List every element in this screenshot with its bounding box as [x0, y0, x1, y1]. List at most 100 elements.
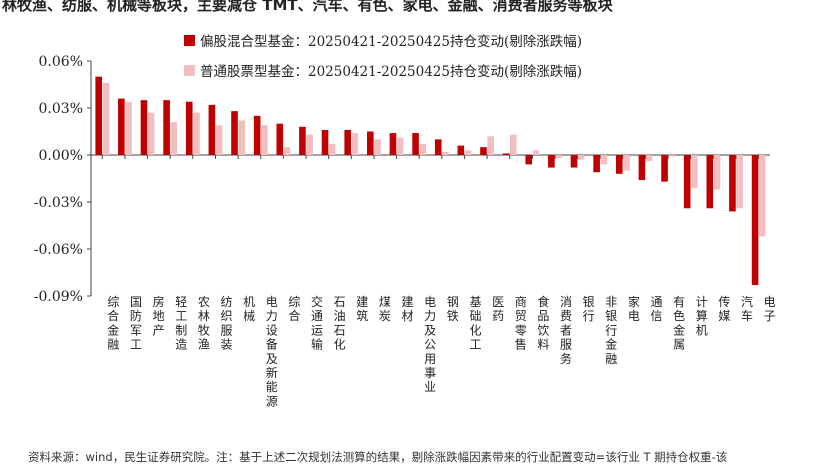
labels-layer: 0.06% 0.03% 0.00% -0.03% -0.06% -0.09% 综合金融国防军…	[34, 54, 776, 408]
bar-series2	[532, 150, 540, 155]
x-category-label: 交通运输	[311, 294, 323, 352]
bar-series1	[344, 129, 351, 155]
bar-series2	[577, 155, 585, 160]
x-category-label: 医药	[492, 295, 504, 323]
legend-swatch-2	[184, 65, 195, 76]
x-category-label: 综合	[288, 295, 300, 323]
bar-series2	[464, 150, 472, 155]
bar-series2	[283, 147, 291, 155]
x-category-label: 汽车	[741, 294, 753, 323]
bar-series1	[140, 100, 148, 155]
bar-series1	[661, 155, 668, 182]
x-category-label: 石油石化	[334, 295, 346, 352]
bar-series1	[95, 76, 103, 155]
bar-series1	[276, 123, 284, 155]
x-category-label: 银行	[583, 295, 595, 323]
bar-series1	[299, 126, 306, 155]
bar-series1	[185, 101, 193, 155]
bar-series2	[306, 134, 313, 155]
bar-series1	[253, 115, 261, 155]
bar-series1	[118, 98, 125, 155]
bar-series1	[502, 153, 510, 155]
bar-series2	[758, 155, 766, 237]
x-category-label: 食品饮料	[537, 294, 549, 352]
bar-series1	[231, 111, 238, 155]
bar-series2	[147, 112, 155, 155]
x-category-label: 机械	[243, 295, 255, 323]
bar-series2	[487, 136, 494, 155]
y-tick-label: -0.09%	[34, 289, 83, 305]
x-category-label: 建材	[402, 295, 414, 323]
x-category-label: 非银行金融	[605, 295, 617, 366]
x-category-label: 建筑	[356, 295, 368, 323]
y-tick-label: -0.06%	[34, 242, 83, 258]
y-tick-label: 0.00%	[39, 148, 83, 164]
bar-chart: 0.06% 0.03% 0.00% -0.03% -0.06% -0.09% 综合金融国防军…	[34, 33, 776, 408]
x-category-label: 有色金属	[673, 295, 685, 352]
bar-series1	[751, 155, 759, 286]
x-category-label: 纺织服装	[220, 295, 232, 352]
bar-series2	[351, 133, 359, 155]
x-category-label: 钢铁	[447, 295, 459, 323]
x-category-label: 房地产	[153, 294, 165, 337]
legend-label-1: 偏股混合型基金：20250421-20250425持仓变动(剔除涨跌幅)	[200, 33, 582, 50]
bar-series2	[713, 155, 721, 190]
chart-title: 林牧渔、纺服、机械等板块，主要减仓 TMT、汽车、有色、家电、金融、消费者服务等…	[2, 0, 613, 14]
bar-series2	[374, 139, 381, 155]
bar-series1	[389, 133, 397, 155]
bar-series2	[645, 155, 653, 162]
bar-series1	[208, 104, 216, 155]
bars-layer	[95, 76, 766, 286]
bar-series2	[419, 144, 427, 155]
bar-series1	[570, 155, 578, 168]
bar-series1	[412, 133, 419, 155]
x-category-label: 轻工制造	[175, 295, 187, 352]
bar-series2	[215, 125, 223, 155]
bar-series2	[102, 82, 110, 155]
x-category-label: 电力及公用事业	[424, 295, 436, 394]
x-category-label: 电子	[764, 295, 776, 323]
legend: 偏股混合型基金：20250421-20250425持仓变动(剔除涨跌幅) 普通股票…	[184, 33, 582, 80]
x-category-label: 综合金融	[107, 295, 119, 352]
bar-series1	[457, 145, 465, 155]
bar-series2	[736, 155, 743, 209]
x-category-label: 电力设备及新能源	[266, 295, 278, 408]
x-category-label: 商贸零售	[515, 294, 527, 352]
bar-series2	[193, 112, 200, 155]
y-tick-label: -0.03%	[34, 195, 83, 211]
bar-series1	[638, 155, 646, 181]
bar-series2	[510, 134, 517, 155]
x-category-label: 基础化工	[469, 295, 481, 352]
bar-series1	[434, 139, 442, 155]
bar-series2	[600, 155, 608, 165]
bar-series2	[238, 120, 246, 155]
bar-series2	[442, 151, 449, 155]
x-category-label: 农林牧渔	[198, 295, 210, 352]
bar-series2	[261, 125, 268, 155]
y-tick-label: 0.06%	[39, 54, 83, 70]
bar-series1	[525, 155, 533, 165]
bar-series1	[367, 131, 374, 155]
bar-series1	[593, 155, 600, 173]
legend-label-2: 普通股票型基金：20250421-20250425持仓变动(剔除涨跌幅)	[200, 63, 582, 80]
bar-series2	[668, 155, 676, 157]
bar-series2	[691, 155, 698, 188]
bar-series2	[328, 144, 336, 155]
x-category-label: 国防军工	[130, 295, 142, 352]
bar-series1	[480, 147, 487, 155]
bar-series1	[163, 100, 170, 155]
bar-series1	[321, 129, 329, 155]
bar-series2	[170, 122, 178, 155]
y-tick-label: 0.03%	[39, 101, 83, 117]
bar-series1	[615, 155, 623, 174]
bar-series1	[729, 155, 736, 212]
bar-series2	[555, 155, 562, 159]
bar-series1	[548, 155, 555, 168]
legend-swatch-1	[184, 35, 195, 46]
bar-series2	[396, 137, 404, 155]
bar-series1	[683, 155, 691, 209]
x-category-label: 计算机	[696, 295, 708, 337]
bar-series2	[623, 155, 630, 171]
x-category-label: 通信	[651, 295, 663, 323]
bar-series2	[125, 101, 132, 155]
